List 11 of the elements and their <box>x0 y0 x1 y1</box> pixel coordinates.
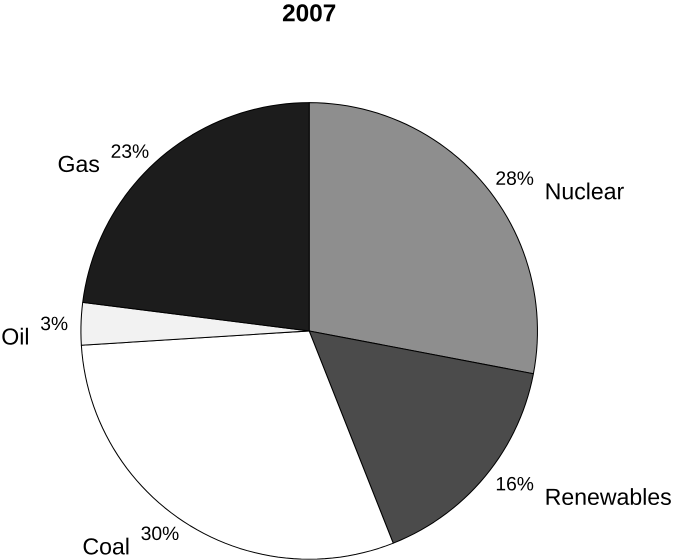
data-label: 23% <box>112 144 148 158</box>
data-label: 16% <box>496 477 534 491</box>
data-label: 30% <box>141 526 179 540</box>
slice-label: Oil <box>2 328 28 345</box>
slice-label: Nuclear <box>546 182 624 200</box>
slice-label: Coal <box>84 538 128 555</box>
slice-label: Renewables <box>546 488 671 506</box>
chart-title: 2007 <box>282 4 336 22</box>
data-label: 28% <box>496 171 534 186</box>
slice-label: Gas <box>58 156 100 172</box>
data-label: 3% <box>40 316 68 330</box>
